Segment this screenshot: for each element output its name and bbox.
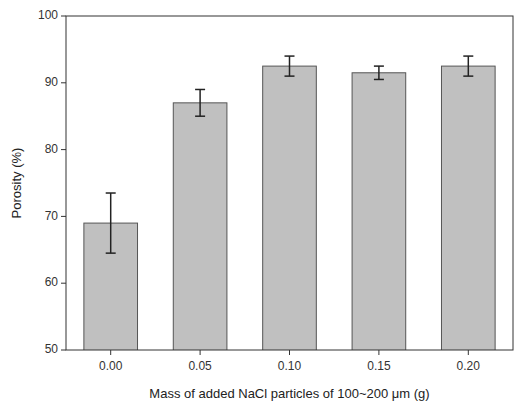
x-tick	[468, 350, 469, 355]
y-tick-label: 80	[45, 142, 59, 156]
x-tick	[110, 350, 111, 355]
error-bar	[374, 66, 384, 79]
error-stem	[110, 193, 112, 253]
x-tick-label: 0.20	[457, 359, 481, 373]
error-stem	[378, 66, 380, 79]
x-tick-label: 0.15	[367, 359, 391, 373]
error-cap	[463, 55, 473, 57]
bar	[173, 103, 227, 350]
error-cap	[285, 75, 295, 77]
y-tick	[61, 216, 66, 217]
y-tick	[61, 350, 66, 351]
y-tick	[61, 149, 66, 150]
y-tick	[61, 82, 66, 83]
x-tick-label: 0.00	[99, 359, 123, 373]
marks	[84, 56, 495, 350]
plot-frame	[66, 16, 513, 350]
y-tick	[61, 283, 66, 284]
error-stem	[468, 56, 470, 76]
x-tick-label: 0.10	[278, 359, 302, 373]
y-tick-label: 50	[45, 342, 59, 356]
x-tick	[200, 350, 201, 355]
chart-svg: 50 60 70 80 90 100 0.00 0.05 0.10 0.15 0.20 Mass of…	[0, 0, 529, 412]
error-bar	[195, 89, 205, 116]
error-bar	[463, 56, 473, 76]
error-cap	[195, 115, 205, 117]
error-cap	[285, 55, 295, 57]
error-stem	[199, 89, 201, 116]
y-tick-label: 70	[45, 209, 59, 223]
y-tick-label: 90	[45, 75, 59, 89]
error-cap	[195, 89, 205, 91]
y-tick-label: 60	[45, 275, 59, 289]
error-cap	[463, 75, 473, 77]
x-axis-label: Mass of added NaCl particles of 100~200 …	[149, 386, 429, 401]
error-stem	[289, 56, 291, 76]
bar	[263, 66, 317, 350]
y-axis-label: Porosity (%)	[9, 148, 24, 219]
error-cap	[374, 79, 384, 81]
error-cap	[106, 252, 116, 254]
y-tick	[61, 16, 66, 17]
x-tick	[378, 350, 379, 355]
bar	[352, 73, 406, 350]
y-tick-label: 100	[38, 8, 58, 22]
error-cap	[106, 192, 116, 194]
error-bar	[285, 56, 295, 76]
bar	[441, 66, 495, 350]
x-tick-label: 0.05	[188, 359, 212, 373]
x-tick	[289, 350, 290, 355]
error-bar	[106, 193, 116, 253]
error-cap	[374, 65, 384, 67]
chart-container: 50 60 70 80 90 100 0.00 0.05 0.10 0.15 0.20 Mass of…	[0, 0, 529, 412]
